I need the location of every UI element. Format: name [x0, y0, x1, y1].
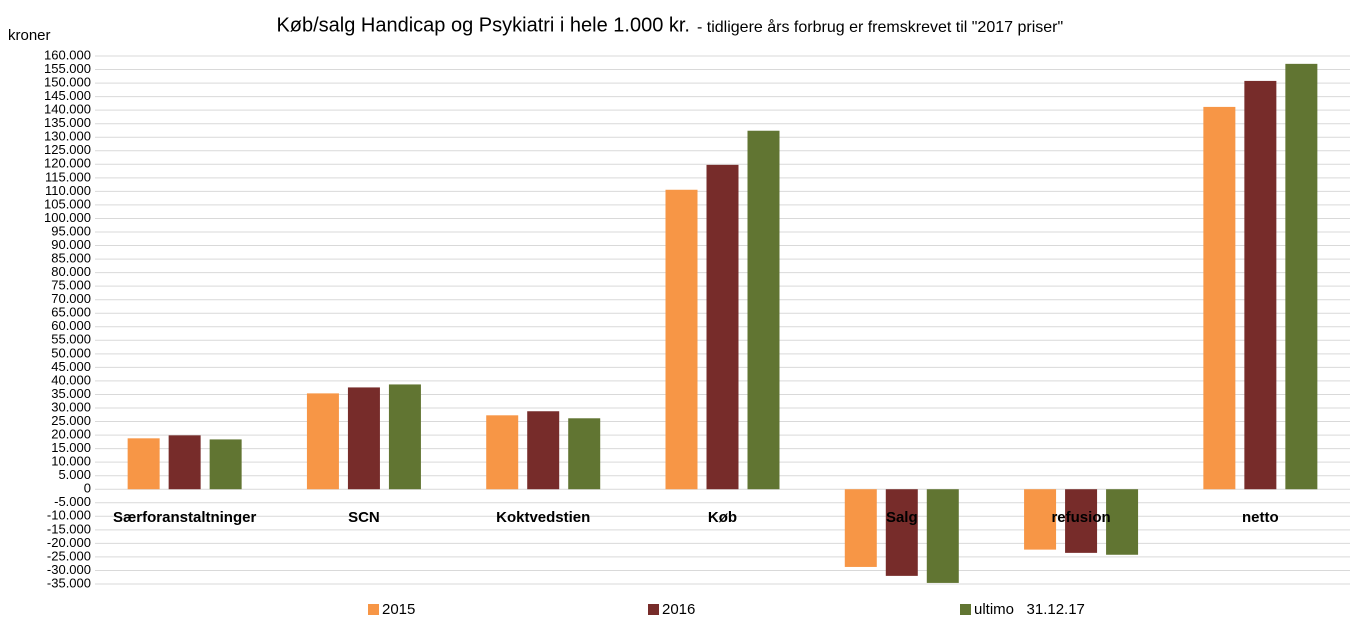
y-tick-label: 10.000	[51, 454, 91, 469]
y-tick-label: 5.000	[58, 467, 91, 482]
y-tick-label: 60.000	[51, 318, 91, 333]
bar	[1065, 489, 1098, 553]
y-tick-label: 105.000	[44, 196, 91, 211]
legend-label: 2015	[382, 601, 415, 618]
bar	[168, 435, 201, 490]
x-tick-label: SCN	[348, 509, 380, 526]
y-tick-label: -30.000	[47, 562, 91, 577]
y-tick-label: -15.000	[47, 521, 91, 536]
y-tick-label: 145.000	[44, 88, 91, 103]
bar	[1106, 489, 1139, 555]
bar	[844, 489, 877, 567]
bar	[568, 418, 601, 490]
x-tick-label: Koktvedstien	[496, 509, 590, 526]
legend-swatch	[648, 604, 659, 615]
y-tick-label: 15.000	[51, 440, 91, 455]
bar	[127, 438, 160, 490]
bar	[527, 411, 560, 490]
bar	[306, 393, 339, 490]
y-tick-label: 35.000	[51, 386, 91, 401]
y-tick-label: 95.000	[51, 223, 91, 238]
y-tick-label: -35.000	[47, 575, 91, 590]
y-tick-label: 150.000	[44, 75, 91, 90]
y-tick-label: 85.000	[51, 251, 91, 266]
legend-swatch	[960, 604, 971, 615]
y-tick-label: 50.000	[51, 345, 91, 360]
legend-swatch	[368, 604, 379, 615]
y-tick-label: 110.000	[45, 183, 91, 198]
x-tick-label: refusion	[1051, 509, 1110, 526]
bar	[388, 384, 421, 490]
y-axis-label: kroner	[8, 27, 51, 44]
bar	[706, 164, 739, 490]
bar	[1285, 63, 1318, 490]
bar	[1203, 106, 1236, 490]
chart-subtitle: - tidligere års forbrug er fremskrevet t…	[697, 18, 1063, 36]
y-tick-label: 75.000	[51, 278, 91, 293]
bar	[665, 189, 698, 490]
bar	[1244, 80, 1277, 490]
y-tick-label: 65.000	[51, 305, 91, 320]
y-tick-label: 70.000	[51, 291, 91, 306]
bar	[347, 387, 380, 490]
y-tick-label: 140.000	[44, 102, 91, 117]
x-tick-label: netto	[1242, 509, 1279, 526]
y-tick-label: 90.000	[51, 237, 91, 252]
bar	[926, 489, 959, 583]
bar	[1024, 489, 1057, 550]
y-tick-label: -20.000	[47, 535, 91, 550]
bar	[486, 415, 519, 490]
bar	[209, 439, 242, 490]
chart-title: Køb/salg Handicap og Psykiatri i hele 1.…	[276, 14, 690, 36]
x-tick-label: Køb	[708, 509, 737, 526]
y-tick-label: 115.000	[45, 169, 91, 184]
y-tick-label: 40.000	[51, 372, 91, 387]
y-tick-label: -10.000	[47, 508, 91, 523]
y-tick-label: 130.000	[44, 129, 91, 144]
legend-label: 2016	[662, 601, 695, 618]
y-tick-label: 20.000	[51, 427, 91, 442]
y-tick-label: 80.000	[51, 264, 91, 279]
y-tick-label: -25.000	[47, 548, 91, 563]
x-tick-label: Særforanstaltninger	[113, 509, 257, 526]
y-tick-label: 155.000	[44, 61, 91, 76]
y-tick-label: 100.000	[44, 210, 91, 225]
y-tick-label: 160.000	[44, 47, 91, 62]
bar	[747, 130, 780, 490]
bar	[885, 489, 918, 576]
y-tick-label: 30.000	[51, 399, 91, 414]
y-tick-label: 135.000	[44, 115, 91, 130]
y-tick-label: 55.000	[51, 332, 91, 347]
y-tick-label: 25.000	[51, 413, 91, 428]
legend-label: ultimo 31.12.17	[974, 601, 1085, 618]
y-tick-label: -5.000	[54, 494, 91, 509]
y-tick-label: 0	[84, 481, 91, 496]
x-tick-label: Salg	[886, 509, 918, 526]
y-tick-label: 120.000	[44, 156, 91, 171]
y-tick-label: 45.000	[51, 359, 91, 374]
y-tick-label: 125.000	[44, 142, 91, 157]
